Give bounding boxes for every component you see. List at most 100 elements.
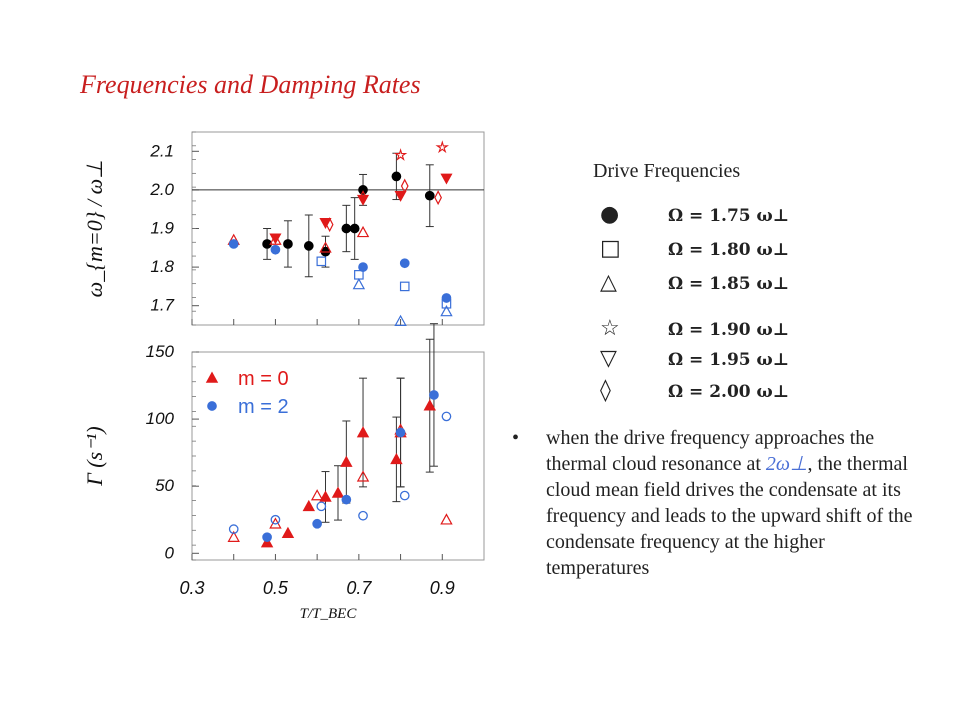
- drive-legend-item: ● Ω = 1.75 ω⊥: [600, 202, 789, 227]
- data-point: [441, 411, 452, 422]
- data-point: [356, 426, 370, 438]
- drive-legend-label: Ω = 2.00 ω⊥: [668, 382, 790, 402]
- data-point: [356, 194, 370, 206]
- data-point: [441, 298, 452, 309]
- data-point: [440, 305, 453, 317]
- data-point: [354, 270, 364, 280]
- x-axis-label: T/T_BEC: [300, 606, 358, 622]
- data-point: [352, 278, 366, 290]
- drive-legend-symbol: ●: [600, 202, 620, 227]
- data-point: [319, 490, 332, 502]
- data-point: [270, 514, 281, 525]
- data-point: [341, 223, 352, 234]
- y-tick-label: 2.0: [149, 180, 174, 199]
- data-point: [349, 223, 360, 234]
- bullet-symbol: 2ω⊥: [765, 453, 808, 475]
- data-point: [358, 185, 368, 195]
- drive-legend-symbol: △: [600, 270, 617, 295]
- drive-legend-symbol: ▽: [600, 346, 617, 371]
- legend-marker: [205, 371, 219, 383]
- bullet-dot: •: [512, 427, 520, 449]
- data-point: [424, 190, 435, 201]
- data-point: [316, 501, 327, 512]
- data-point: [227, 530, 240, 542]
- bullet-text-after: , the thermal cloud mean field drives th…: [546, 453, 913, 579]
- data-point: [399, 281, 410, 292]
- bullet-point: • when the drive frequency approaches th…: [512, 425, 932, 581]
- y-tick-label: 0: [165, 543, 175, 562]
- data-point: [434, 190, 442, 206]
- data-point: [262, 532, 272, 543]
- drive-legend-symbol: ☆: [600, 316, 620, 341]
- data-point: [391, 171, 402, 182]
- plot-frame: [191, 351, 485, 561]
- drive-legend-label: Ω = 1.85 ω⊥: [668, 274, 790, 294]
- data-point: [394, 190, 407, 202]
- data-point: [270, 244, 281, 255]
- data-point: [331, 486, 345, 498]
- x-tick-label: 0.3: [179, 578, 204, 598]
- data-point: [390, 452, 403, 465]
- data-point: [395, 427, 406, 438]
- figure: 1.7 1.8 1.9 2.0 2.1 ω_{m=0} / ω⊥ 0 50 100 150 Γ (s…: [82, 131, 485, 622]
- legend-label: m = 0: [238, 368, 289, 390]
- data-point: [281, 526, 295, 538]
- drive-legend-item: □ Ω = 1.80 ω⊥: [600, 236, 789, 261]
- data-point: [358, 510, 368, 521]
- drive-legend-item: ☆ Ω = 1.90 ω⊥: [600, 316, 789, 341]
- data-point: [435, 140, 449, 154]
- data-point: [303, 241, 314, 251]
- y-tick-label: 1.8: [150, 257, 174, 276]
- x-tick-label: 0.5: [263, 578, 289, 598]
- data-point: [399, 258, 410, 269]
- data-point: [341, 494, 352, 505]
- data-point: [310, 489, 324, 501]
- bullet-text-before: when the drive frequency approaches the …: [546, 427, 875, 475]
- y-axis-label: ω_{m=0} / ω⊥: [82, 160, 107, 298]
- data-point: [441, 293, 452, 303]
- y-tick-label: 50: [155, 476, 174, 495]
- data-point: [440, 173, 453, 185]
- data-point: [394, 314, 407, 326]
- data-point: [393, 148, 408, 161]
- drive-legend-item: ▽ Ω = 1.95 ω⊥: [600, 346, 789, 371]
- data-point: [399, 490, 410, 501]
- data-point: [440, 513, 453, 525]
- drive-legend-label: Ω = 1.90 ω⊥: [668, 320, 790, 340]
- data-point: [340, 455, 353, 467]
- data-point: [269, 233, 282, 245]
- drive-legend-symbol: □: [600, 236, 621, 261]
- y-axis-label: Γ (s⁻¹): [82, 426, 107, 486]
- data-point: [228, 239, 239, 249]
- y-tick-label: 1.9: [150, 219, 174, 238]
- drive-legend-label: Ω = 1.95 ω⊥: [668, 350, 790, 370]
- drive-legend-symbol: ◊: [600, 378, 611, 403]
- drive-legend-label: Ω = 1.75 ω⊥: [668, 206, 790, 226]
- data-point: [423, 399, 436, 411]
- data-point: [356, 225, 370, 238]
- data-point: [319, 218, 332, 229]
- legend-marker: [207, 401, 217, 411]
- legend-label: m = 2: [238, 396, 289, 418]
- drive-legend-item: △ Ω = 1.85 ω⊥: [600, 270, 789, 295]
- data-point: [283, 239, 293, 249]
- data-point: [260, 536, 274, 548]
- data-point: [302, 499, 316, 512]
- data-point: [312, 518, 322, 529]
- x-tick-label: 0.7: [346, 578, 372, 598]
- drive-legend-item: ◊ Ω = 2.00 ω⊥: [600, 378, 789, 403]
- data-point: [316, 256, 327, 267]
- data-point: [356, 470, 370, 482]
- plot-frame: [191, 131, 485, 326]
- x-tick-label: 0.9: [430, 578, 455, 598]
- y-tick-label: 150: [146, 342, 175, 361]
- data-point: [228, 524, 239, 534]
- data-point: [319, 241, 332, 253]
- y-tick-label: 1.7: [150, 296, 174, 315]
- y-tick-label: 2.1: [149, 141, 174, 160]
- drive-frequencies-title: Drive Frequencies: [593, 160, 741, 182]
- y-tick-label: 100: [146, 409, 175, 428]
- drive-legend-label: Ω = 1.80 ω⊥: [668, 240, 790, 260]
- data-point: [429, 390, 439, 400]
- slide-title: Frequencies and Damping Rates: [80, 70, 421, 99]
